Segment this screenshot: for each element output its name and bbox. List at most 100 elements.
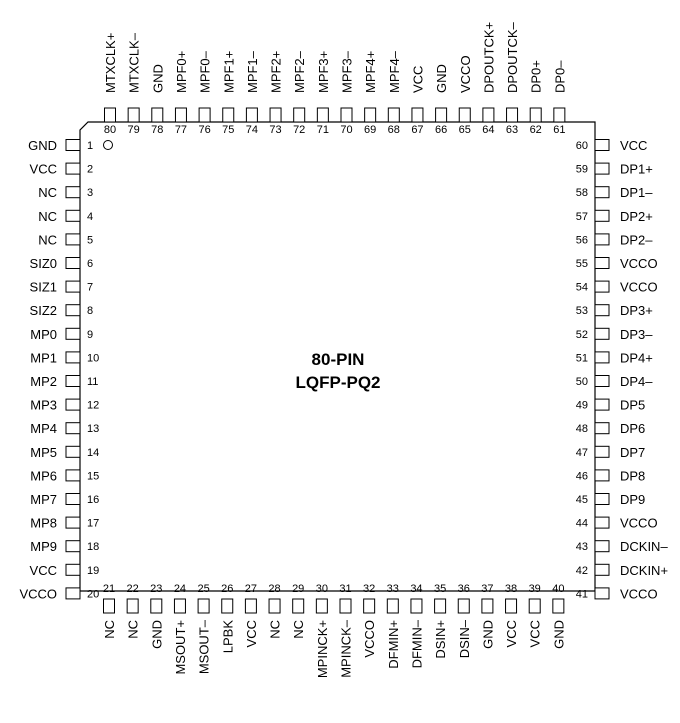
pin-number: 19 [87,565,99,577]
pin-box [594,139,610,151]
pin-name: GND [149,620,164,649]
pin-box [65,139,81,151]
pin-name: DP9 [620,492,645,507]
pin-number: 69 [364,124,376,136]
pin-box [594,375,610,387]
pin-number: 28 [268,583,280,595]
pin-name: GND [434,64,449,93]
pin-box [221,598,234,614]
pin-right: DP1+ 59 [576,162,653,177]
pin-right: DP4– 50 [576,374,654,389]
pin-bottom: GND 23 [149,583,164,649]
pin-left: MP6 15 [30,468,99,483]
pin-number: 61 [553,124,565,136]
pin-box [594,398,610,411]
pin-top: MPF0– 76 [198,50,213,136]
pin-name: NC [268,620,283,639]
pin-number: 11 [87,376,98,388]
pin-number: 24 [174,583,186,595]
pin-bottom: VCC 27 [244,583,259,647]
pin-name: VCC [244,620,259,647]
pin-top: DP0– 61 [552,60,567,136]
pin-number: 45 [576,494,588,506]
pin-box [65,540,81,553]
pin-name: VCC [504,620,519,647]
pin-box [594,327,610,340]
pin-number: 54 [576,282,588,294]
pin-bottom: VCC 39 [528,583,543,647]
pin-name: MTXCLK– [127,32,142,93]
pin-number: 53 [576,305,588,317]
pin-number: 34 [410,583,422,595]
pin-number: 46 [576,470,588,482]
pin-box [594,162,610,175]
pin-name: MP6 [30,468,57,483]
pin-box [198,107,211,123]
pin-name: DSIN– [457,619,472,658]
pin-box [65,469,81,482]
pin-name: DP4+ [620,350,653,365]
pin-number: 15 [87,470,99,482]
pin-name: VCCO [620,516,658,531]
pin-number: 9 [87,329,93,341]
pin-right: VCC 60 [576,138,648,153]
pin1-indicator-icon [103,140,113,150]
pin-number: 52 [576,329,588,341]
pin-number: 71 [317,124,329,136]
pin-name: VCC [528,620,543,647]
pin-top: MPF4– 68 [387,50,402,136]
pin-number: 10 [87,352,99,364]
pin-left: MP5 14 [30,445,99,460]
pin-box [315,598,328,614]
package-title-line1: 80-PIN [312,350,365,369]
pin-box [174,107,187,123]
pin-top: MPF2+ 73 [269,51,284,136]
pin-name: MP7 [30,492,57,507]
pin-name: MP3 [30,398,57,413]
pin-box [244,598,257,614]
pin-number: 27 [245,583,257,595]
pin-number: 32 [363,583,375,595]
pin-number: 50 [576,376,588,388]
pin-top: MTXCLK+ 80 [103,33,118,136]
pin-box [594,186,610,199]
pin-name: MP8 [30,516,57,531]
pin-box [65,493,81,505]
pin-top: MPF3+ 71 [316,51,331,136]
pin-bottom: VCC 38 [504,583,519,647]
pin-name: SIZ1 [30,280,57,295]
pin-box [65,351,81,364]
pin-bottom: VCCO 32 [362,583,377,658]
pin-name: MPINCK+ [315,620,330,678]
pin-right: VCCO 44 [576,516,658,531]
pin-box [387,107,400,123]
pin-number: 59 [576,164,588,176]
pin-number: 8 [87,305,93,317]
pin-left: MP8 17 [30,516,99,531]
pin-name: MPF2– [292,50,307,93]
pin-bottom: MPINCK– 31 [339,583,354,678]
pin-left: MP0 9 [30,327,93,342]
pin-name: GND [551,620,566,649]
pin-top: DPOUTCK+ 64 [481,22,496,136]
pin-number: 36 [458,583,470,595]
pin-top: GND 66 [434,64,449,136]
pin-bottom: DSIN+ 35 [433,583,448,659]
pin-name: MPF1– [245,50,260,93]
pin-number: 51 [576,352,588,364]
pin-left: NC 5 [38,232,93,247]
pin-name: DP2– [620,232,653,247]
pin-box [529,107,542,123]
pin-left: MP3 12 [30,398,99,413]
pin-right: VCCO 41 [576,586,658,601]
pin-name: MPF0+ [174,51,189,93]
pin-box [594,209,610,222]
pin-name: VCCO [620,256,658,271]
pin-number: 22 [127,583,139,595]
pin-box [594,469,610,482]
pin-name: MPF3+ [316,51,331,93]
pin-name: DFMIN+ [386,620,401,669]
pin-box [65,257,81,269]
pin-number: 33 [387,583,399,595]
